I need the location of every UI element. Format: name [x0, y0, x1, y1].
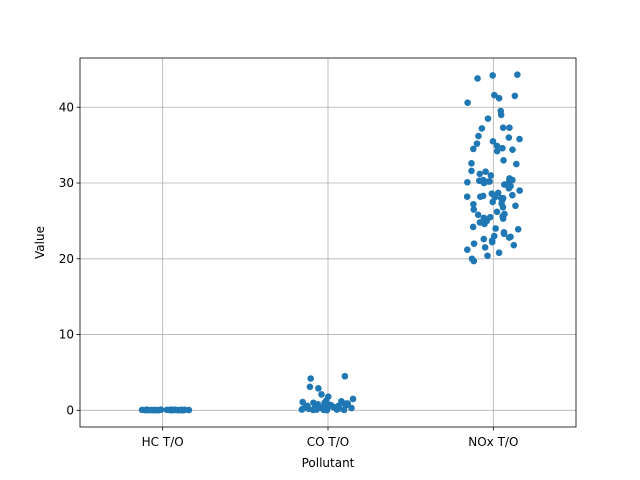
data-point	[481, 244, 489, 251]
y-axis-label: Value	[33, 226, 47, 259]
data-point	[147, 406, 155, 414]
data-point	[464, 246, 471, 253]
y-tick-label: 20	[59, 252, 74, 266]
data-point	[470, 257, 478, 265]
data-point	[494, 189, 502, 197]
data-point	[470, 240, 478, 247]
data-point	[470, 206, 478, 213]
data-point	[510, 241, 518, 249]
data-point	[473, 140, 481, 147]
data-point	[514, 71, 521, 78]
y-axis-ticks: 0 10 20 30 40	[59, 100, 80, 417]
data-point	[163, 406, 171, 414]
data-point	[484, 252, 491, 260]
data-point	[501, 210, 508, 218]
data-point	[491, 91, 498, 99]
data-point	[505, 234, 513, 241]
data-point	[511, 92, 519, 100]
data-point	[341, 372, 349, 380]
data-point	[463, 193, 471, 200]
data-point	[469, 223, 477, 231]
data-points	[138, 71, 523, 414]
x-tick-label: HC T/O	[142, 435, 184, 449]
data-point	[464, 99, 471, 106]
data-point	[492, 225, 499, 232]
y-tick-label: 10	[59, 328, 74, 342]
data-point	[480, 179, 488, 187]
data-point	[509, 146, 516, 153]
data-point	[516, 135, 523, 143]
x-tick-label: CO T/O	[307, 435, 349, 449]
data-point	[499, 144, 506, 152]
data-point	[480, 235, 488, 243]
data-point	[505, 134, 513, 141]
data-point	[509, 191, 516, 199]
data-point	[178, 406, 186, 414]
data-point	[488, 190, 496, 197]
data-point	[495, 249, 503, 257]
data-point	[512, 202, 519, 210]
data-point	[333, 405, 340, 413]
data-point	[464, 178, 471, 186]
data-point	[493, 208, 501, 216]
y-tick-label: 0	[66, 403, 74, 417]
data-point	[468, 160, 475, 167]
data-point	[489, 72, 497, 79]
data-point	[315, 385, 322, 392]
data-point	[474, 75, 481, 82]
data-point	[489, 198, 497, 206]
data-point	[504, 180, 511, 188]
data-point	[495, 94, 503, 102]
x-axis-ticks: HC T/O CO T/O NOx T/O	[142, 427, 518, 449]
data-point	[138, 406, 146, 414]
data-point	[171, 406, 179, 414]
data-point	[493, 142, 501, 150]
data-point	[487, 172, 495, 179]
data-point	[484, 115, 492, 122]
data-point	[155, 406, 163, 414]
y-tick-label: 30	[59, 176, 74, 190]
data-point	[349, 395, 357, 403]
data-point	[468, 167, 475, 175]
data-point	[307, 375, 314, 382]
data-point	[493, 147, 501, 155]
data-point	[470, 200, 477, 208]
data-point	[343, 400, 350, 407]
data-point	[482, 168, 489, 175]
data-point	[470, 145, 477, 153]
data-point	[499, 124, 507, 132]
data-point	[506, 124, 513, 132]
data-point	[516, 187, 523, 194]
data-point	[299, 398, 306, 406]
data-point	[325, 403, 332, 410]
data-point	[486, 178, 493, 185]
data-point	[481, 220, 488, 228]
x-axis-label: Pollutant	[302, 456, 355, 470]
data-point	[514, 225, 522, 233]
data-point	[318, 391, 325, 398]
data-point	[476, 170, 484, 178]
data-point	[497, 111, 505, 119]
data-point	[489, 138, 497, 145]
data-point	[313, 405, 321, 412]
data-point	[478, 125, 486, 132]
data-point	[306, 383, 314, 391]
data-point	[475, 132, 482, 140]
data-point	[500, 230, 508, 238]
y-tick-label: 40	[59, 100, 74, 114]
data-point	[500, 156, 507, 164]
data-point	[348, 404, 355, 412]
data-point	[340, 406, 348, 414]
data-point	[298, 406, 306, 413]
data-point	[488, 238, 496, 246]
data-point	[513, 160, 520, 168]
x-tick-label: NOx T/O	[468, 435, 518, 449]
data-point	[499, 203, 507, 211]
data-point	[474, 211, 482, 219]
data-point	[477, 193, 484, 200]
